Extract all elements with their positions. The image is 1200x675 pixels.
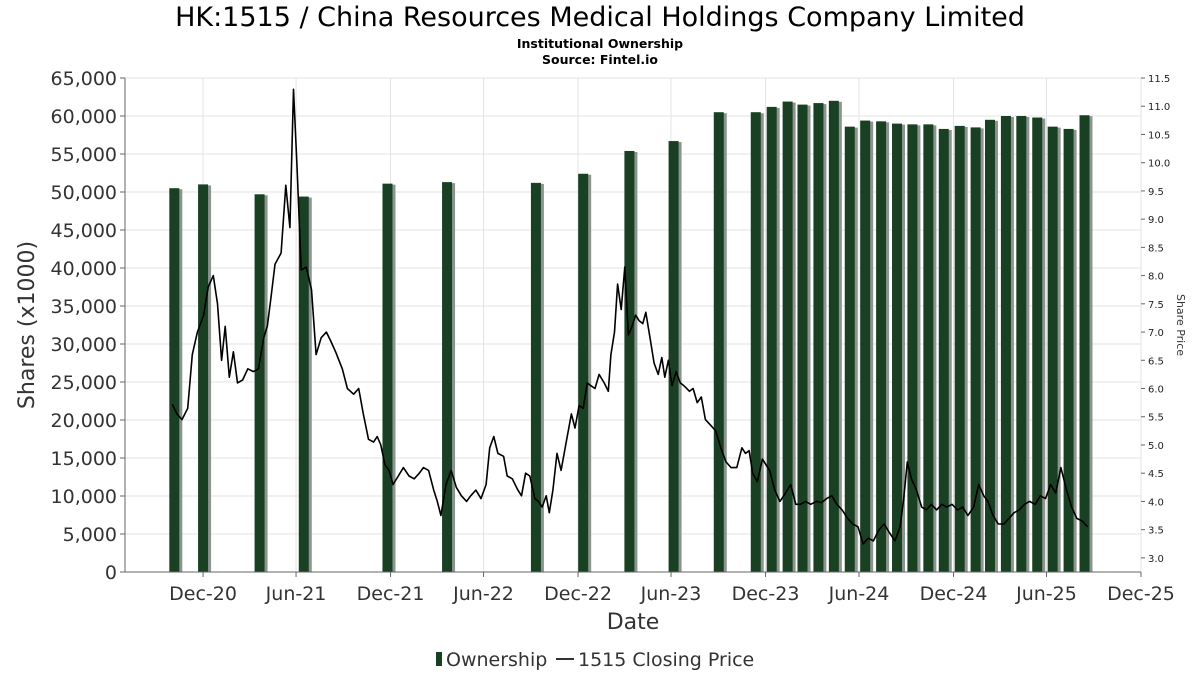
ownership-bar (766, 106, 777, 572)
y2-tick-label: 3.5 (1148, 526, 1164, 537)
ownership-bar (750, 112, 761, 572)
y2-tick-label: 11.0 (1148, 102, 1170, 113)
ownership-bar (298, 196, 309, 572)
x-tick-label: Dec-20 (169, 583, 237, 605)
x-tick-label: Jun-24 (828, 583, 890, 605)
y-tick-label: 5,000 (63, 524, 117, 546)
ownership-bar (860, 120, 871, 572)
ownership-bar (782, 101, 793, 572)
y2-tick-label: 4.0 (1148, 497, 1164, 508)
y2-tick-label: 6.5 (1148, 356, 1164, 367)
y-tick-label: 30,000 (51, 334, 117, 356)
ownership-bar (1063, 128, 1074, 572)
y-tick-label: 55,000 (51, 144, 117, 166)
ownership-bar (1079, 115, 1090, 572)
ownership-bar (1016, 116, 1027, 572)
x-tick-label: Jun-23 (640, 583, 702, 605)
ownership-bar (530, 182, 541, 572)
ownership-bar (624, 150, 635, 572)
y2-tick-label: 5.5 (1148, 413, 1164, 424)
legend: Ownership 1515 Closing Price (436, 649, 754, 671)
y-tick-label: 10,000 (51, 486, 117, 508)
ownership-bar (713, 112, 724, 572)
price-line (171, 88, 1089, 545)
y2-tick-label: 11.5 (1148, 74, 1170, 85)
x-axis-label: Date (607, 610, 660, 635)
y-axis-label: Shares (x1000) (15, 241, 40, 409)
x-tick-label: Dec-25 (1107, 583, 1175, 605)
y2-tick-label: 10.5 (1148, 130, 1170, 141)
ownership-bar (1047, 126, 1058, 572)
ownership-bar (442, 182, 453, 572)
x-tick-label: Jun-22 (452, 583, 514, 605)
y-tick-label: 45,000 (51, 220, 117, 242)
y-tick-label: 50,000 (51, 182, 117, 204)
ownership-bar (668, 141, 679, 572)
ownership-bar (970, 127, 981, 572)
ownership-bar (169, 188, 180, 572)
chart-subtitle: Institutional Ownership (516, 36, 684, 51)
axes: 0 5,000 10,000 15,000 20,000 25,000 30,000 35,0… (51, 68, 1175, 605)
y2-tick-label: 6.0 (1148, 385, 1164, 396)
ownership-bar (254, 194, 265, 572)
ownership-bars (169, 100, 1093, 572)
x-tick-label: Jun-25 (1015, 583, 1077, 605)
y-tick-label: 15,000 (51, 448, 117, 470)
ownership-bar (954, 125, 965, 572)
y-tick-label: 25,000 (51, 372, 117, 394)
y2-tick-label: 7.0 (1148, 328, 1164, 339)
y-tick-label: 0 (105, 562, 117, 584)
y2-tick-label: 7.5 (1148, 300, 1164, 311)
legend-ownership-swatch (436, 652, 442, 666)
ownership-bar (923, 124, 934, 572)
price-line-group (171, 88, 1089, 545)
ownership-bar (797, 104, 808, 572)
y2-tick-label: 8.5 (1148, 243, 1164, 254)
ownership-bar (844, 126, 855, 572)
x-tick-label: Jun-21 (265, 583, 327, 605)
ownership-bar (938, 128, 949, 572)
y-tick-label: 60,000 (51, 106, 117, 128)
y2-tick-label: 10.0 (1148, 159, 1170, 170)
legend-price-label: 1515 Closing Price (578, 649, 754, 671)
ownership-bar (1000, 116, 1011, 572)
y2-tick-label: 9.5 (1148, 187, 1164, 198)
y-tick-label: 40,000 (51, 258, 117, 280)
ownership-bar (984, 119, 995, 572)
x-tick-label: Dec-21 (357, 583, 425, 605)
ownership-bar (907, 124, 918, 572)
chart-source: Source: Fintel.io (542, 52, 658, 67)
y2-tick-label: 5.0 (1148, 441, 1164, 452)
y2-tick-label: 9.0 (1148, 215, 1164, 226)
y2-axis-label: Share Price (1174, 294, 1187, 356)
x-tick-label: Dec-22 (544, 583, 612, 605)
chart-title: HK:1515 / China Resources Medical Holdin… (175, 2, 1025, 33)
y2-tick-label: 3.0 (1148, 554, 1164, 565)
y-tick-label: 65,000 (51, 68, 117, 90)
x-tick-label: Dec-23 (732, 583, 800, 605)
y-tick-label: 35,000 (51, 296, 117, 318)
x-tick-label: Dec-24 (920, 583, 988, 605)
y2-tick-label: 4.5 (1148, 469, 1164, 480)
y-tick-label: 20,000 (51, 410, 117, 432)
ownership-bar (1032, 117, 1043, 572)
ownership-bar (382, 183, 393, 572)
ownership-bar (828, 100, 839, 572)
ownership-bar (578, 173, 589, 572)
y2-tick-label: 8.0 (1148, 272, 1164, 283)
ownership-bar (813, 103, 824, 572)
legend-ownership-label: Ownership (446, 649, 547, 671)
ownership-bar (198, 184, 209, 572)
ownership-bar (876, 121, 887, 572)
ownership-bar (892, 123, 903, 572)
